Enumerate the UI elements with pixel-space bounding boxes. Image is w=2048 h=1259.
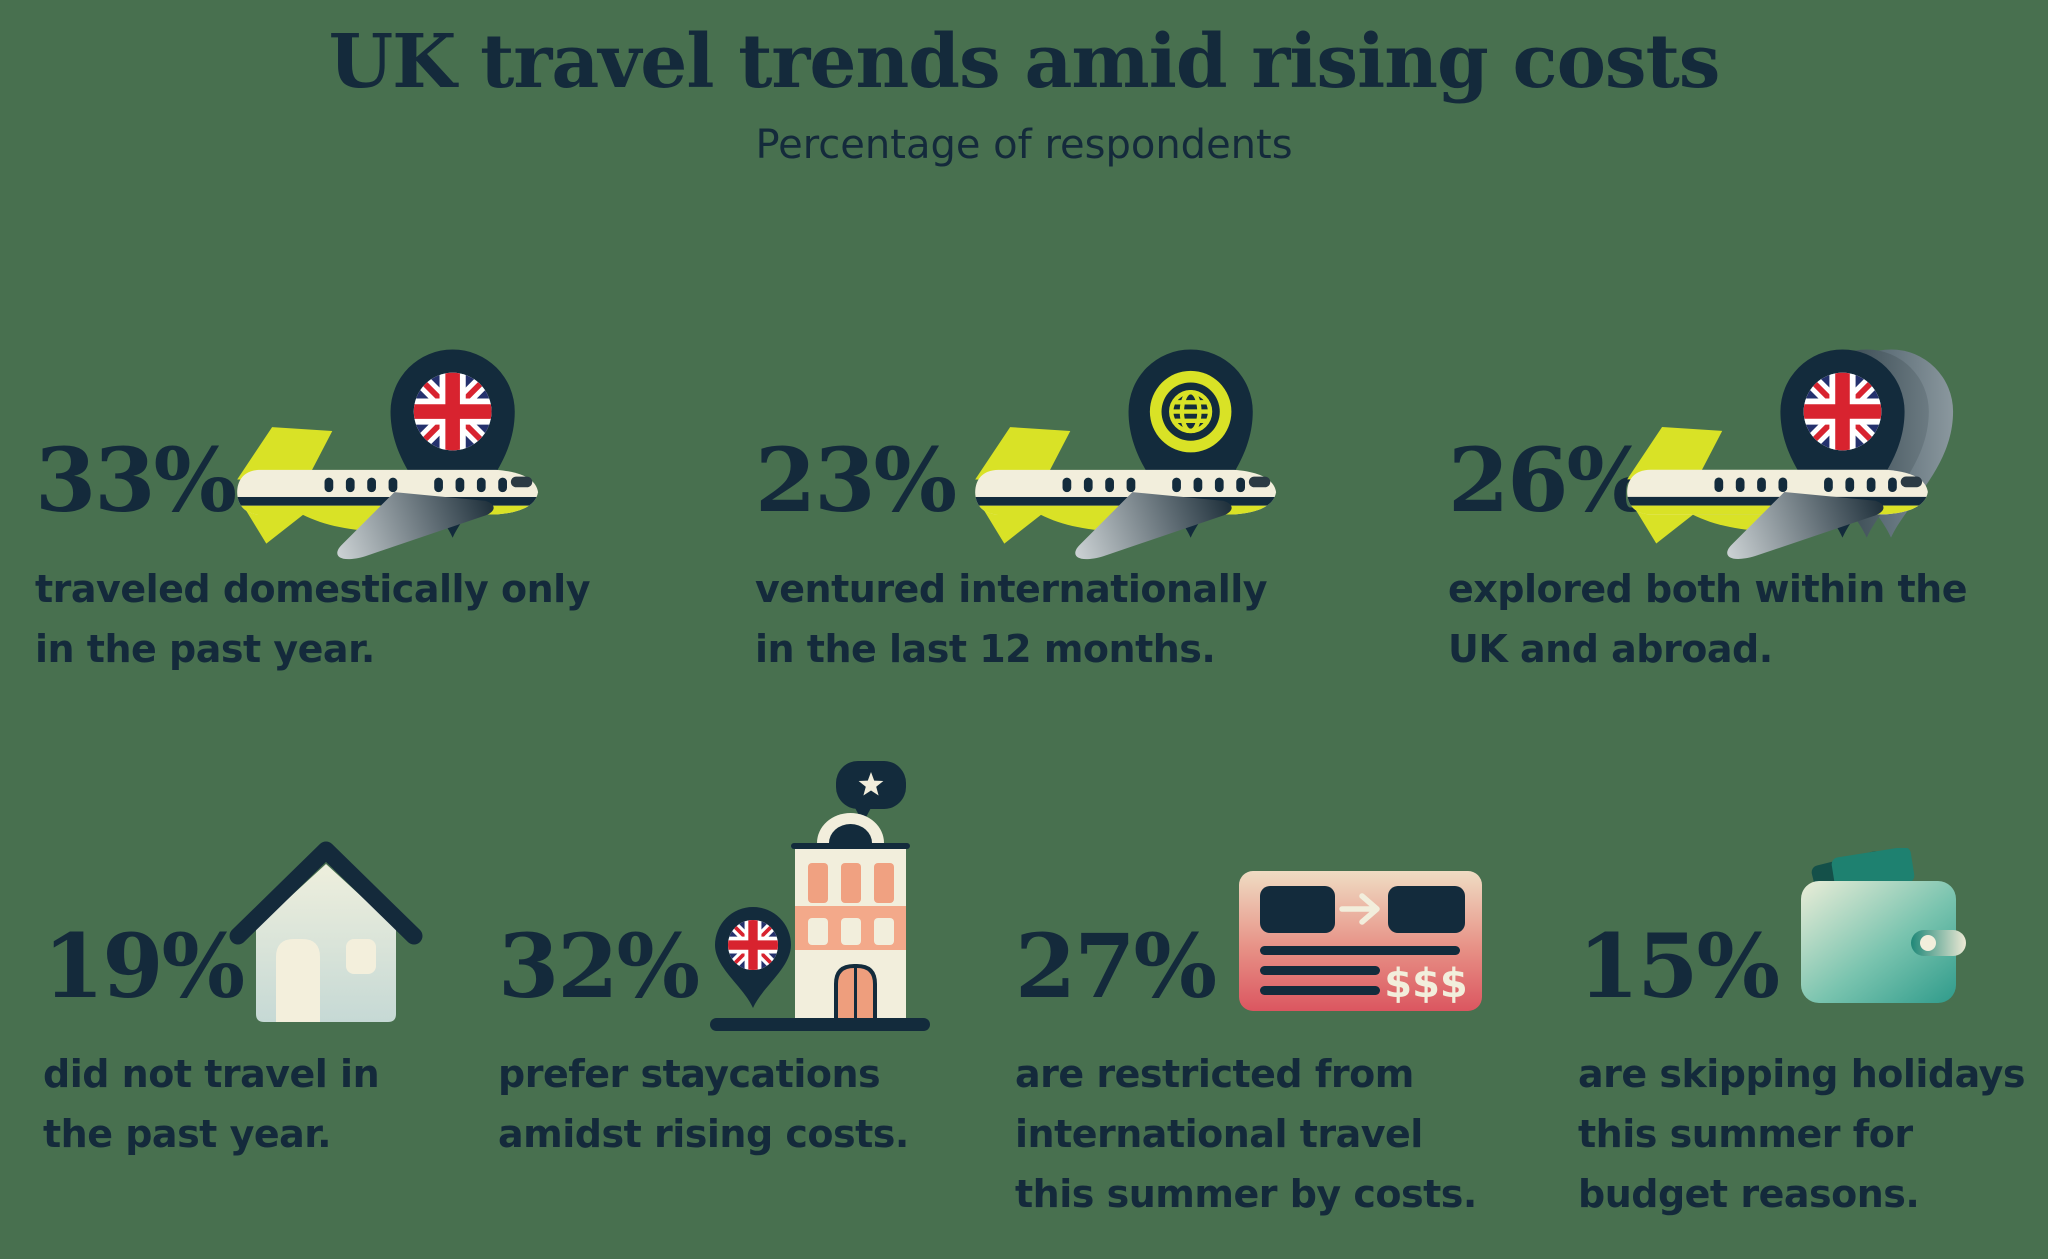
hotel-building-icon xyxy=(791,813,910,1022)
wallet-icon xyxy=(1801,848,1966,1003)
stat-description-both: explored both within the UK and abroad. xyxy=(1448,567,1967,671)
ground-bar xyxy=(710,1018,930,1031)
stat-value-staycations: 32% xyxy=(498,914,700,1018)
stat-value-restricted: 27% xyxy=(1015,914,1217,1018)
house-icon xyxy=(229,841,423,1022)
airplane-uk-flag-pin-icon xyxy=(210,349,540,560)
window-icon xyxy=(346,939,376,974)
wallet-clasp xyxy=(1911,930,1966,956)
stat-value-international: 23% xyxy=(755,428,957,532)
page-title: UK travel trends amid rising costs xyxy=(328,19,1721,105)
ticket-text-lines xyxy=(1260,946,1460,995)
departure-box xyxy=(1260,886,1335,933)
arrow-right-icon xyxy=(1339,893,1380,925)
clasp-button xyxy=(1920,935,1936,951)
wallet-body xyxy=(1801,881,1956,1003)
globe-icon xyxy=(1150,371,1232,453)
uk-flag-pin-icon xyxy=(715,907,791,1008)
stat-value-no-travel: 19% xyxy=(43,914,245,1018)
page-subtitle: Percentage of respondents xyxy=(755,122,1293,168)
star-speech-bubble-icon xyxy=(836,761,906,823)
arrival-box xyxy=(1388,886,1465,933)
stat-description-no-travel: did not travel in the past year. xyxy=(43,1052,380,1156)
stat-description-international: ventured internationally in the last 12 … xyxy=(755,567,1268,671)
stat-value-both: 26% xyxy=(1448,428,1650,532)
stat-description-skipping: are skipping holidays this summer for bu… xyxy=(1578,1052,2025,1216)
door-icon xyxy=(276,939,320,1022)
stat-value-skipping: 15% xyxy=(1578,914,1780,1018)
stat-description-domestic: traveled domestically only in the past y… xyxy=(35,567,590,671)
ticket-dollars-icon: $$$ xyxy=(1239,871,1482,1011)
dollar-signs-label: $$$ xyxy=(1384,961,1468,1007)
airplane-globe-pin-icon xyxy=(948,349,1278,560)
stat-value-domestic: 33% xyxy=(35,428,237,532)
stat-description-staycations: prefer staycations amidst rising costs. xyxy=(498,1052,909,1156)
hotel-uk-flag-pin-icon xyxy=(710,761,930,1031)
roof-icon xyxy=(229,841,423,945)
star-icon xyxy=(858,772,884,796)
stat-description-restricted: are restricted from international travel… xyxy=(1015,1052,1477,1216)
airplane-stacked-uk-flag-pins-icon xyxy=(1600,349,1954,560)
